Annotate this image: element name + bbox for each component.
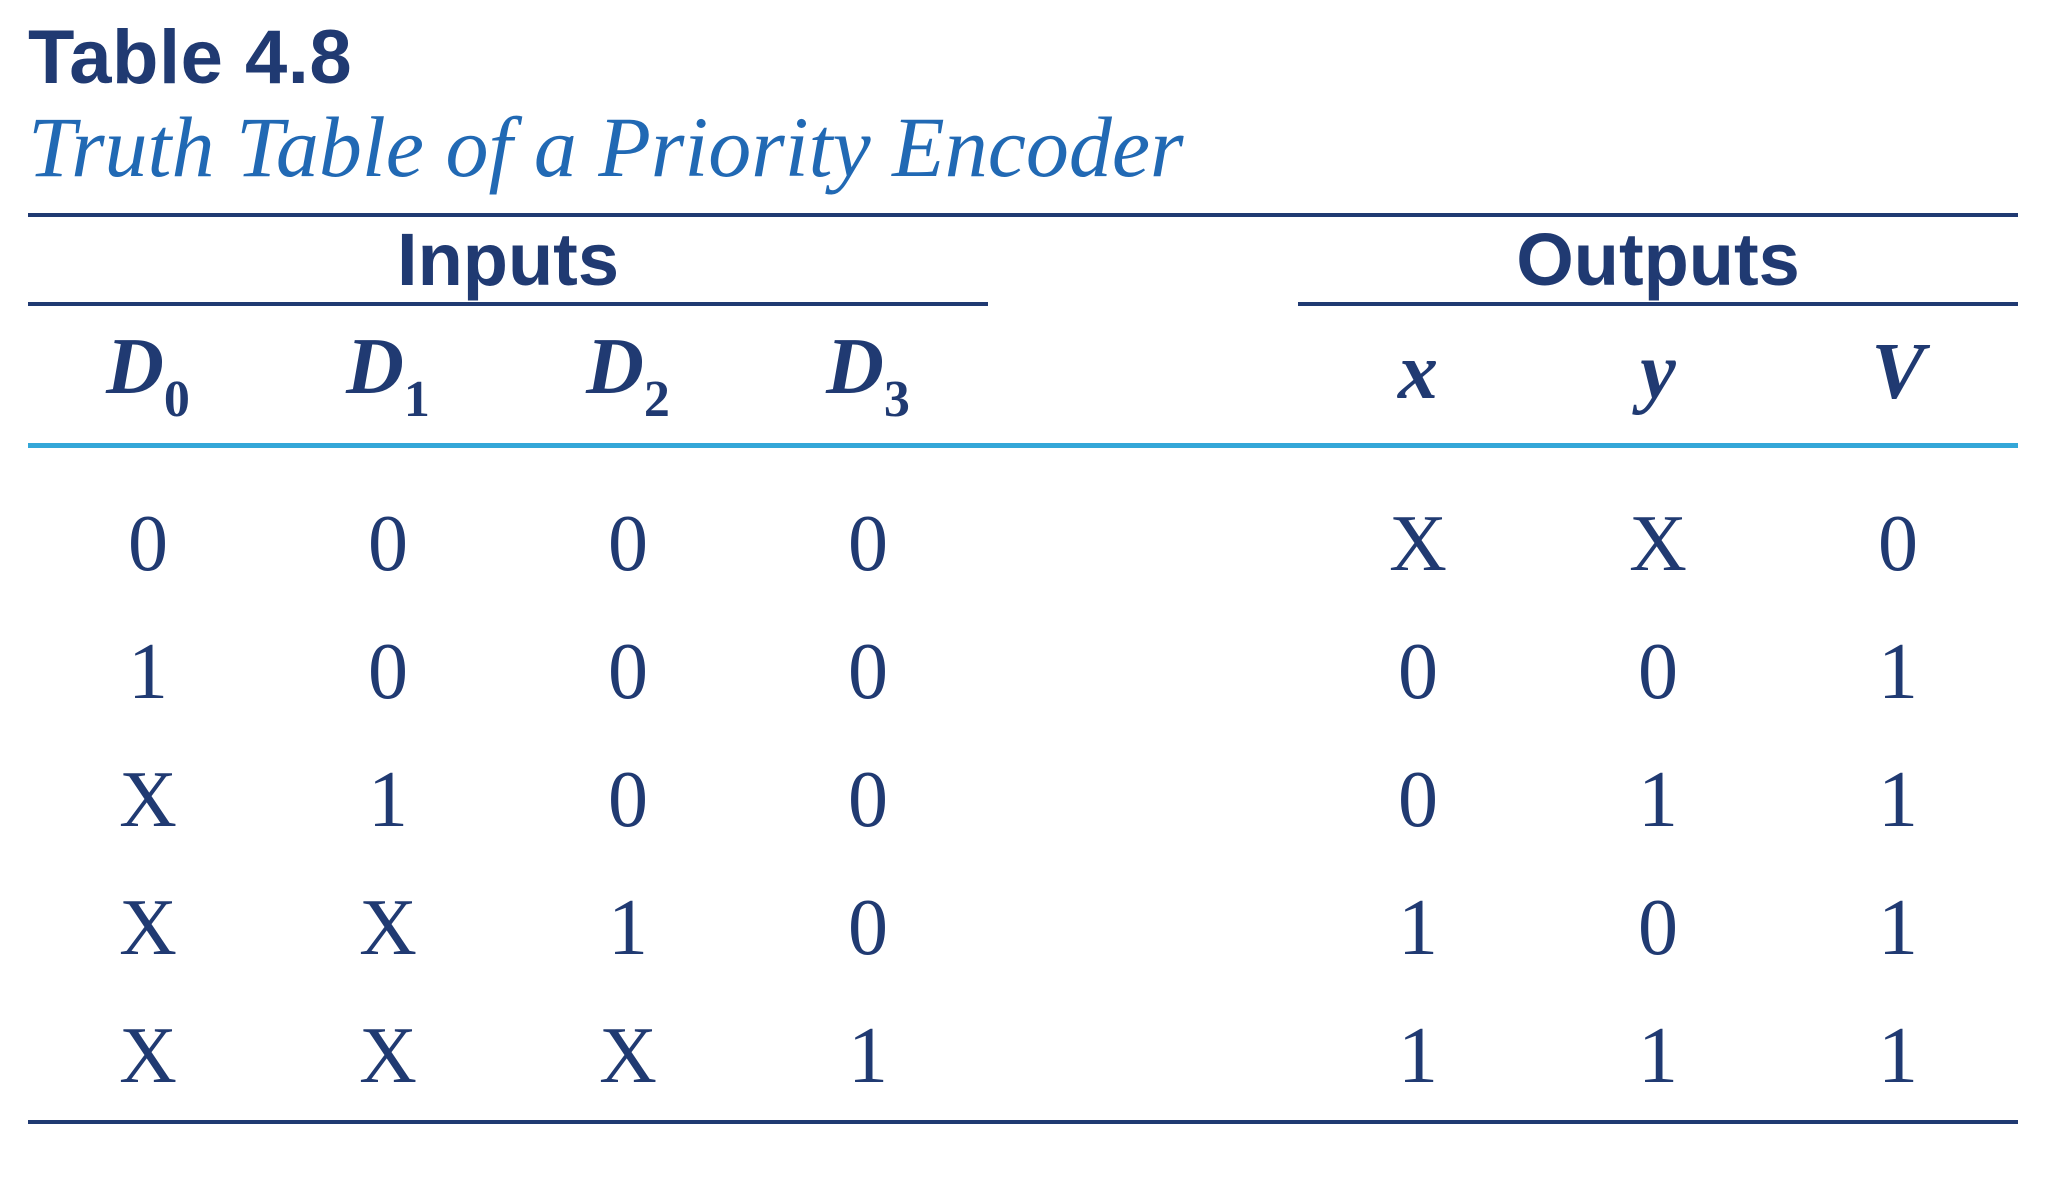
col-sub: 2 bbox=[644, 371, 670, 428]
cell-gap bbox=[988, 736, 1298, 864]
col-base: D bbox=[346, 323, 404, 411]
cell: X bbox=[1538, 445, 1778, 608]
cell: 0 bbox=[748, 608, 988, 736]
cell: 1 bbox=[1778, 736, 2018, 864]
cell: 0 bbox=[1538, 608, 1778, 736]
cell: 1 bbox=[1538, 992, 1778, 1122]
outputs-group-header: Outputs bbox=[1298, 215, 2018, 304]
col-base: D bbox=[106, 323, 164, 411]
col-y: y bbox=[1538, 304, 1778, 446]
cell-gap bbox=[988, 864, 1298, 992]
cell: 0 bbox=[1538, 864, 1778, 992]
col-base: D bbox=[586, 323, 644, 411]
cell: 0 bbox=[1778, 445, 2018, 608]
group-gap bbox=[988, 215, 1298, 304]
table-row: X X X 1 1 1 1 bbox=[28, 992, 2018, 1122]
cell: 0 bbox=[268, 445, 508, 608]
col-sub: 0 bbox=[164, 371, 190, 428]
cell: X bbox=[28, 864, 268, 992]
cell: 1 bbox=[1298, 864, 1538, 992]
table-row: 0 0 0 0 X X 0 bbox=[28, 445, 2018, 608]
cell: 1 bbox=[268, 736, 508, 864]
col-gap bbox=[988, 304, 1298, 446]
cell: 1 bbox=[508, 864, 748, 992]
cell: 0 bbox=[748, 445, 988, 608]
cell: X bbox=[28, 992, 268, 1122]
cell: 0 bbox=[748, 736, 988, 864]
truth-table: Inputs Outputs D0 D1 D2 D3 x y bbox=[28, 213, 2018, 1124]
page: Table 4.8 Truth Table of a Priority Enco… bbox=[0, 0, 2046, 1187]
cell-gap bbox=[988, 992, 1298, 1122]
inputs-group-header: Inputs bbox=[28, 215, 988, 304]
table-title: Truth Table of a Priority Encoder bbox=[28, 100, 2018, 195]
col-base: V bbox=[1871, 328, 1924, 416]
col-base: x bbox=[1398, 328, 1438, 416]
cell: 1 bbox=[1778, 608, 2018, 736]
col-D1: D1 bbox=[268, 304, 508, 446]
cell: 0 bbox=[508, 736, 748, 864]
col-D3: D3 bbox=[748, 304, 988, 446]
cell: X bbox=[28, 736, 268, 864]
table-number: Table 4.8 bbox=[28, 20, 2018, 96]
cell-gap bbox=[988, 608, 1298, 736]
col-sub: 1 bbox=[404, 371, 430, 428]
cell: 1 bbox=[748, 992, 988, 1122]
cell: 1 bbox=[1538, 736, 1778, 864]
col-V: V bbox=[1778, 304, 2018, 446]
cell: 1 bbox=[28, 608, 268, 736]
cell: X bbox=[268, 864, 508, 992]
table-row: X 1 0 0 0 1 1 bbox=[28, 736, 2018, 864]
cell: 0 bbox=[508, 608, 748, 736]
cell: X bbox=[1298, 445, 1538, 608]
cell-gap bbox=[988, 445, 1298, 608]
column-header-row: D0 D1 D2 D3 x y V bbox=[28, 304, 2018, 446]
col-base: D bbox=[826, 323, 884, 411]
col-x: x bbox=[1298, 304, 1538, 446]
col-D0: D0 bbox=[28, 304, 268, 446]
cell: 0 bbox=[28, 445, 268, 608]
cell: 0 bbox=[748, 864, 988, 992]
cell: X bbox=[268, 992, 508, 1122]
cell: 0 bbox=[1298, 736, 1538, 864]
cell: 1 bbox=[1778, 992, 2018, 1122]
table-row: 1 0 0 0 0 0 1 bbox=[28, 608, 2018, 736]
col-sub: 3 bbox=[884, 371, 910, 428]
header-group-row: Inputs Outputs bbox=[28, 215, 2018, 304]
col-base: y bbox=[1640, 328, 1676, 416]
cell: 1 bbox=[1298, 992, 1538, 1122]
bottom-rule bbox=[28, 1122, 2018, 1124]
cell: 1 bbox=[1778, 864, 2018, 992]
cell: X bbox=[508, 992, 748, 1122]
cell: 0 bbox=[508, 445, 748, 608]
cell: 0 bbox=[268, 608, 508, 736]
col-D2: D2 bbox=[508, 304, 748, 446]
cell: 0 bbox=[1298, 608, 1538, 736]
table-row: X X 1 0 1 0 1 bbox=[28, 864, 2018, 992]
